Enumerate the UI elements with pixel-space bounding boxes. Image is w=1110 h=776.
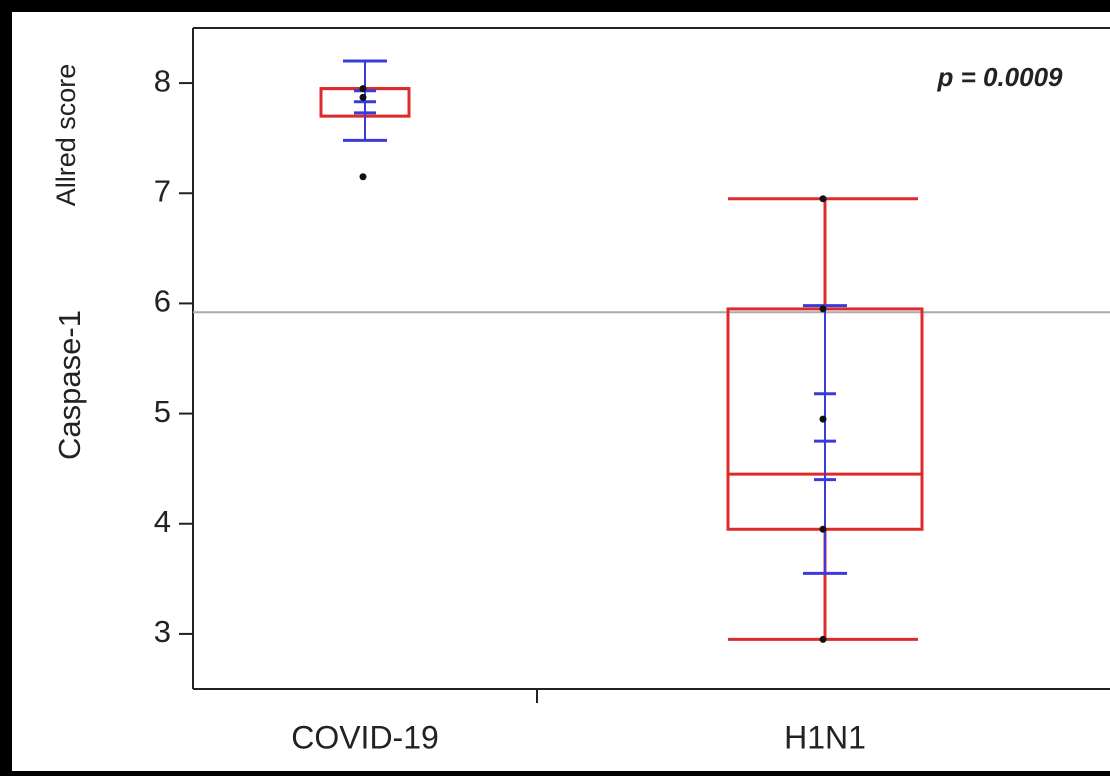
data-point: [819, 525, 827, 533]
data-point: [819, 415, 827, 423]
x-tick-label: H1N1: [784, 719, 866, 755]
y-tick-label: 4: [154, 504, 171, 539]
plot-background: [12, 12, 1110, 771]
data-point: [819, 305, 827, 313]
data-point: [359, 93, 367, 101]
y-tick-label: 5: [154, 394, 171, 429]
y-tick-label: 8: [154, 63, 171, 98]
y-tick-label: 7: [154, 173, 171, 208]
data-point: [819, 635, 827, 643]
data-point: [819, 195, 827, 203]
p-value: p = 0.0009: [936, 62, 1063, 92]
y-axis-title: Caspase-1: [52, 310, 87, 460]
y-tick-label: 3: [154, 614, 171, 649]
x-tick-label: COVID-19: [291, 719, 439, 755]
y-tick-label: 6: [154, 284, 171, 319]
data-point: [359, 85, 367, 93]
data-point: [359, 173, 367, 181]
y-axis-title-top: Allred score: [51, 64, 81, 207]
